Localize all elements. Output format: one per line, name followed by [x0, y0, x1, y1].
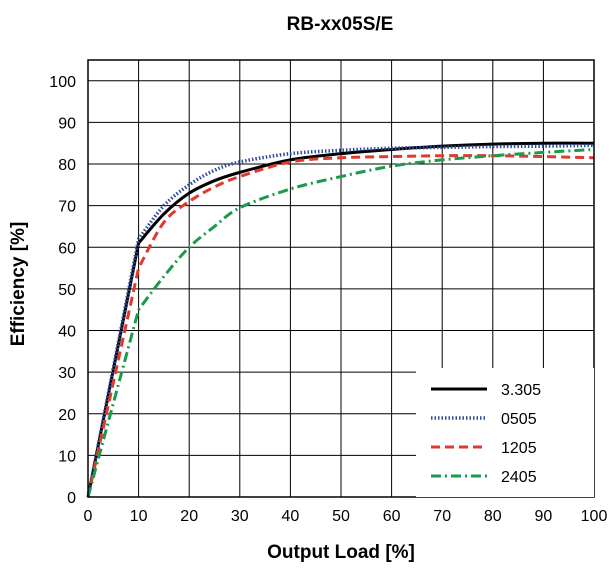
y-tick-label: 80: [58, 157, 76, 174]
x-tick-label: 90: [535, 508, 553, 525]
y-tick-label: 30: [58, 365, 76, 382]
x-tick-label: 80: [484, 508, 502, 525]
y-tick-label: 70: [58, 199, 76, 216]
y-axis-label: Efficiency [%]: [8, 221, 29, 347]
legend-label: 3.305: [501, 382, 541, 399]
y-tick-label: 60: [58, 240, 76, 257]
y-tick-labels: 0 10 20 30 40 50 60 70 80 90 100: [49, 74, 76, 507]
y-tick-label: 20: [58, 407, 76, 424]
x-tick-label: 70: [433, 508, 451, 525]
x-axis-label: Output Load [%]: [267, 542, 415, 563]
chart-title: RB-xx05S/E: [286, 14, 394, 35]
y-tick-label: 90: [58, 115, 76, 132]
x-tick-labels: 0 10 20 30 40 50 60 70 80 90 100: [84, 508, 608, 525]
series-line-3.305: [86, 141, 595, 498]
x-tick-label: 30: [231, 508, 249, 525]
x-tick-label: 20: [180, 508, 198, 525]
legend: 3.305 0505 1205 2405: [416, 368, 594, 497]
y-tick-label: 40: [58, 324, 76, 341]
x-tick-label: 40: [282, 508, 300, 525]
series-layer: [86, 141, 595, 498]
x-tick-label: 60: [383, 508, 401, 525]
series-line-2405: [86, 147, 595, 498]
x-tick-label: 100: [581, 508, 608, 525]
x-tick-label: 50: [332, 508, 350, 525]
y-tick-label: 50: [58, 282, 76, 299]
y-tick-label: 10: [58, 448, 76, 465]
y-tick-label: 0: [67, 490, 76, 507]
y-tick-label: 100: [49, 74, 76, 91]
x-tick-label: 0: [84, 508, 93, 525]
legend-label: 1205: [501, 440, 537, 457]
plot-frame: [87, 59, 595, 498]
x-tick-label: 10: [130, 508, 148, 525]
legend-label: 2405: [501, 469, 537, 486]
legend-label: 0505: [501, 411, 537, 428]
